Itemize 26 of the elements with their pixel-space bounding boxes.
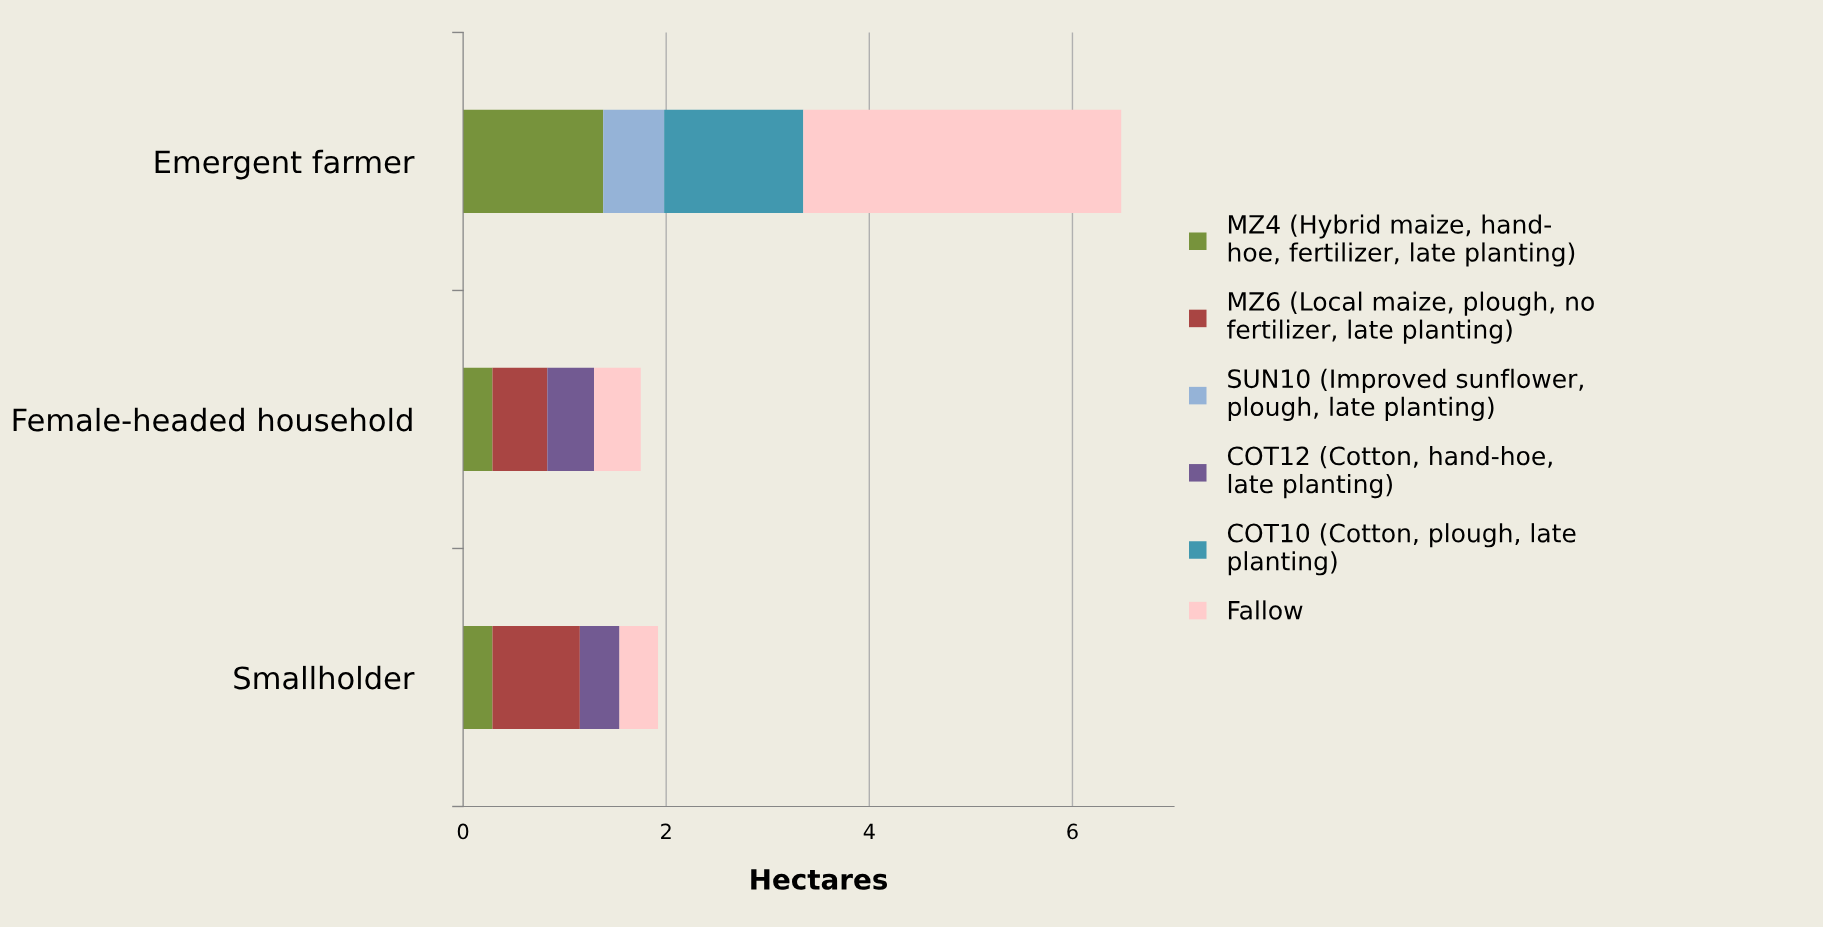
x-tick-label: 2 [661,823,671,839]
bar [664,109,804,214]
x-tick-label: 0 [457,823,469,840]
legend-label: COT10 (Cotton, plough, late planting) [1227,523,1576,576]
bar [463,367,493,472]
bar [463,109,604,214]
x-axis-title: Hectares [751,869,888,890]
x-tick-label: 6 [1067,823,1078,840]
legend-label: COT12 (Cotton, hand-hoe, late planting) [1227,445,1552,499]
bar [547,367,595,472]
bar [492,367,548,472]
bar [463,625,493,730]
bar [594,367,641,472]
bar [492,625,580,730]
bar [603,109,665,214]
bar [579,625,620,730]
legend-label: MZ6 (Local maize, plough, no fertilizer, late planting) [1227,291,1594,344]
legend-label: MZ4 (Hybrid maize, hand- hoe, fertilizer, late planting) [1228,214,1575,267]
bar [619,625,659,730]
legend-label: SUN10 (Improved sunflower, plough, late planting) [1228,368,1583,421]
x-tick-label: 4 [863,823,875,839]
bar [803,109,1122,214]
y-tick-label: Smallholder [234,665,415,690]
y-tick-label: Female-headed household [13,407,412,432]
y-tick-label: Emergent farmer [155,149,415,180]
legend-label: Fallow [1228,600,1303,620]
